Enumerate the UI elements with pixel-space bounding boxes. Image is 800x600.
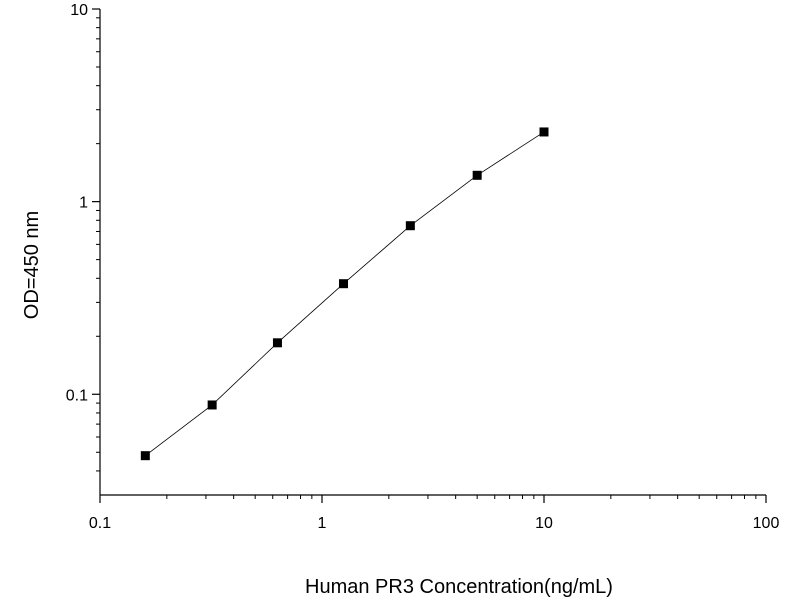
y-tick-label: 10 xyxy=(70,2,88,19)
series-line xyxy=(145,131,545,456)
data-point xyxy=(140,451,150,461)
data-point xyxy=(472,170,482,180)
y-minor-ticks xyxy=(96,17,100,472)
y-tick-label: 1 xyxy=(79,195,88,212)
y-axis-title: OD=450 nm xyxy=(21,211,43,319)
x-tick-label: 1 xyxy=(318,515,327,532)
data-markers xyxy=(140,127,549,461)
data-point xyxy=(405,221,415,231)
y-tick-labels: 0.1 1 10 xyxy=(66,2,88,404)
y-tick-label: 0.1 xyxy=(66,387,88,404)
data-point xyxy=(272,338,282,348)
x-tick-labels: 0.1 1 10 100 xyxy=(89,515,780,532)
data-point xyxy=(539,127,549,137)
y-major-ticks xyxy=(92,8,100,395)
x-minor-ticks xyxy=(166,495,757,499)
x-tick-label: 100 xyxy=(753,515,780,532)
data-point xyxy=(339,279,349,289)
x-axis-title: Human PR3 Concentration(ng/mL) xyxy=(305,576,613,598)
x-tick-label: 10 xyxy=(535,515,553,532)
x-tick-label: 0.1 xyxy=(89,515,111,532)
data-point xyxy=(207,400,217,410)
x-major-ticks xyxy=(99,495,767,503)
